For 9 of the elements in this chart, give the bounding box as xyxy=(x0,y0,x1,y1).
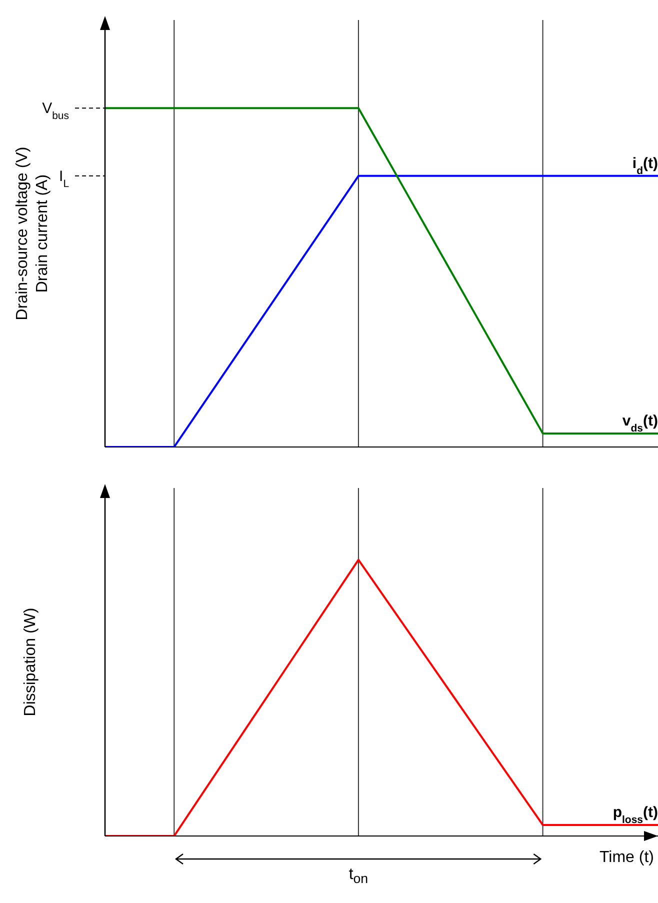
y-axis-title: Dissipation (W) xyxy=(22,608,39,716)
text: t$_{on}$ xyxy=(348,866,370,886)
series-label: v$_{ds}$(t) xyxy=(622,412,658,434)
x-axis-title: Time (t) xyxy=(599,849,654,867)
y-axis-title: Drain-source voltage (V) Drain current (A) xyxy=(14,146,51,320)
ref-line-label: I$_{L}$ xyxy=(59,168,70,190)
series-label: i$_{d}$(t) xyxy=(632,154,658,177)
series-label: p$_{loss}$(t) xyxy=(612,804,658,826)
ref-line-label: V$_{bus}$ xyxy=(42,100,70,122)
